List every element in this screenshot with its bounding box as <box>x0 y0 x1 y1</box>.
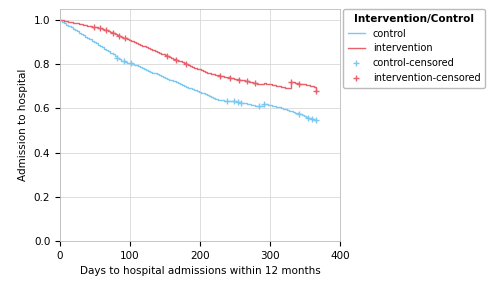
X-axis label: Days to hospital admissions within 12 months: Days to hospital admissions within 12 mo… <box>80 266 320 276</box>
Legend: control, intervention, control-censored, intervention-censored: control, intervention, control-censored,… <box>343 9 486 88</box>
Y-axis label: Admission to hospital: Admission to hospital <box>18 69 28 181</box>
